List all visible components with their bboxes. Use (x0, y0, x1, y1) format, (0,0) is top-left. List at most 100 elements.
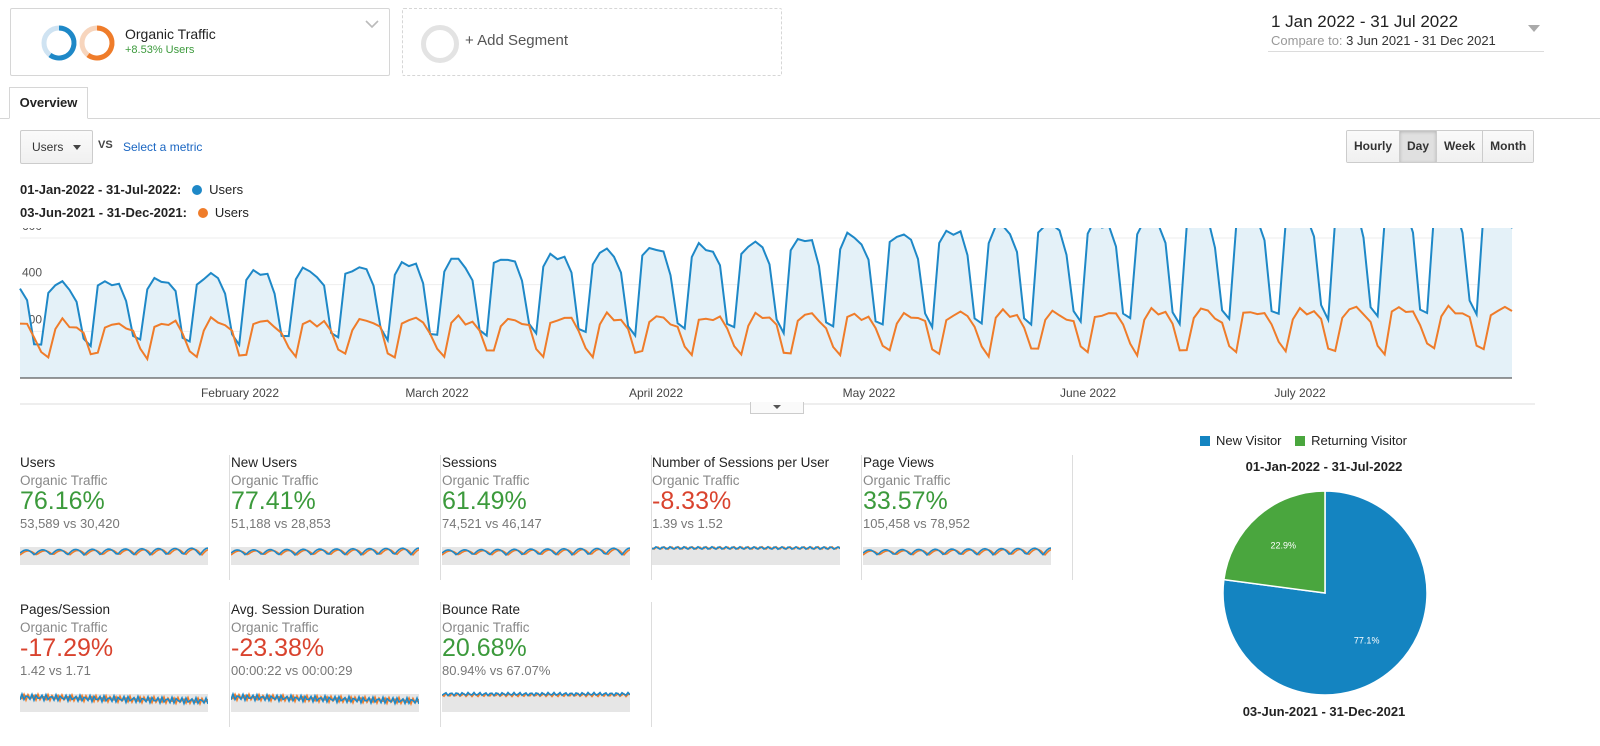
pie-slice-label: 77.1% (1354, 636, 1380, 646)
scorecard-percent: -8.33% (652, 487, 732, 515)
scorecard-segment: Organic Traffic (20, 620, 108, 635)
x-tick-label: July 2022 (1274, 386, 1326, 400)
scorecard-sparkline (231, 691, 419, 712)
sparkline-area (231, 547, 419, 565)
select-metric-link[interactable]: Select a metric (123, 140, 203, 154)
granularity-week[interactable]: Week (1437, 131, 1484, 162)
scorecard[interactable]: Users Organic Traffic 76.16% 53,589 vs 30,4… (20, 455, 230, 580)
scorecard-sparkline (442, 691, 630, 712)
scorecard-title: Bounce Rate (442, 602, 521, 617)
sparkline-area (442, 547, 630, 565)
sparkline-line (20, 691, 208, 706)
scorecard[interactable]: Page Views Organic Traffic 33.57% 105,458 v… (863, 455, 1073, 580)
metric-dropdown[interactable]: Users (20, 130, 93, 164)
legend-current-range: 01-Jan-2022 - 31-Jul-2022: (20, 182, 182, 197)
add-segment-ring-icon (421, 25, 459, 63)
visitor-type-pie-chart[interactable]: 77.1% 22.9% (1220, 488, 1430, 698)
sparkline-line (20, 547, 208, 557)
scorecard[interactable]: New Users Organic Traffic 77.41% 51,188 vs … (231, 455, 441, 580)
scorecard-sparkline (20, 547, 208, 565)
pie-legend-new: New Visitor (1200, 433, 1282, 448)
date-range-main: 1 Jan 2022 - 31 Jul 2022 (1271, 12, 1459, 31)
scorecard-title: Number of Sessions per User (652, 455, 830, 470)
pie-slice[interactable] (1223, 490, 1326, 594)
scorecard-segment: Organic Traffic (652, 473, 740, 488)
segment-rings-icon (41, 25, 115, 61)
granularity-hourly[interactable]: Hourly (1347, 131, 1401, 162)
chevron-down-icon[interactable] (365, 19, 379, 29)
date-range-compare: Compare to: 3 Jun 2021 - 31 Dec 2021 (1271, 33, 1496, 48)
scorecard-sparkline (863, 547, 1051, 565)
scorecard-compare: 80.94% vs 67.07% (442, 663, 551, 678)
scorecard-segment: Organic Traffic (231, 620, 319, 635)
chart-collapse-button[interactable] (750, 402, 804, 414)
caret-down-icon (1528, 25, 1540, 32)
scorecard-compare: 1.39 vs 1.52 (652, 516, 723, 531)
scorecard-title: Page Views (863, 455, 935, 470)
sparkline-area (20, 547, 208, 565)
scorecard-segment: Organic Traffic (442, 620, 530, 635)
scorecard-sparkline (231, 547, 419, 565)
granularity-month[interactable]: Month (1483, 131, 1534, 162)
scorecard[interactable]: Number of Sessions per User Organic Traff… (652, 455, 862, 580)
scorecard-percent: -17.29% (20, 634, 114, 662)
add-segment-button[interactable]: + Add Segment (402, 8, 782, 76)
legend-previous-metric: Users (214, 205, 249, 220)
scorecard-title: Avg. Session Duration (231, 602, 365, 617)
caret-down-icon (773, 405, 781, 409)
x-tick-label: April 2022 (629, 386, 683, 400)
scorecard[interactable]: Pages/Session Organic Traffic -17.29% 1.42 … (20, 602, 230, 727)
legend-current: 01-Jan-2022 - 31-Jul-2022: Users (20, 182, 243, 197)
scorecard-percent: 76.16% (20, 487, 105, 515)
series-current-line (19, 228, 1513, 349)
pie-slice-label: 22.9% (1271, 540, 1297, 550)
series-previous-line (19, 304, 1513, 362)
scorecard-percent: 77.41% (231, 487, 316, 515)
sparkline-line (231, 547, 419, 557)
legend-previous-range: 03-Jun-2021 - 31-Dec-2021: (20, 205, 187, 220)
scorecard-segment: Organic Traffic (442, 473, 530, 488)
scorecard[interactable]: Sessions Organic Traffic 61.49% 74,521 vs 4… (442, 455, 652, 580)
pie-legend: New Visitor Returning Visitor (1200, 433, 1417, 448)
scorecard[interactable]: Avg. Session Duration Organic Traffic -23.… (231, 602, 441, 727)
granularity-day[interactable]: Day (1400, 131, 1438, 162)
segment-name: Organic Traffic (125, 26, 216, 42)
segment-card-organic-traffic[interactable]: Organic Traffic +8.53% Users (10, 8, 390, 76)
scorecard-compare: 74,521 vs 46,147 (442, 516, 542, 531)
granularity-toggle: Hourly Day Week Month (1346, 130, 1535, 163)
x-tick-label: March 2022 (405, 386, 469, 400)
metric-dropdown-value: Users (32, 140, 64, 154)
pie-title-bottom: 03-Jun-2021 - 31-Dec-2021 (1242, 704, 1406, 719)
scorecard-compare: 1.42 vs 1.71 (20, 663, 91, 678)
y-tick-label: 400 (22, 266, 42, 280)
legend-current-metric: Users (209, 182, 244, 197)
scorecard-segment: Organic Traffic (20, 473, 108, 488)
sparkline-line (442, 691, 630, 697)
scorecard-sparkline (442, 547, 630, 565)
compare-value: 3 Jun 2021 - 31 Dec 2021 (1346, 33, 1496, 48)
add-segment-label: + Add Segment (465, 32, 568, 49)
scorecard-segment: Organic Traffic (231, 473, 319, 488)
sparkline-line (442, 547, 630, 557)
x-tick-label: May 2022 (843, 386, 896, 400)
sparkline-area (442, 694, 630, 712)
legend-previous-dot (197, 208, 208, 218)
sparkline-line (652, 545, 840, 551)
caret-down-icon (73, 145, 81, 150)
scorecard-compare: 105,458 vs 78,952 (863, 516, 970, 531)
pie-legend-new-label: New Visitor (1216, 433, 1282, 448)
scorecard-sparkline (652, 545, 840, 565)
date-range-picker[interactable]: 1 Jan 2022 - 31 Jul 2022 Compare to: 3 J… (1268, 10, 1544, 52)
scorecard-compare: 53,589 vs 30,420 (20, 516, 120, 531)
pie-legend-returning-label: Returning Visitor (1311, 433, 1408, 448)
legend-current-dot (192, 185, 203, 195)
scorecard[interactable]: Bounce Rate Organic Traffic 20.68% 80.94% v… (442, 602, 652, 727)
vs-label: VS (98, 139, 113, 151)
scorecard-title: Sessions (442, 455, 497, 470)
pie-legend-returning: Returning Visitor (1295, 433, 1407, 448)
scorecard-percent: -23.38% (231, 634, 325, 662)
scorecard-percent: 61.49% (442, 487, 527, 515)
tab-overview[interactable]: Overview (9, 87, 88, 119)
sparkline-line (231, 691, 419, 706)
